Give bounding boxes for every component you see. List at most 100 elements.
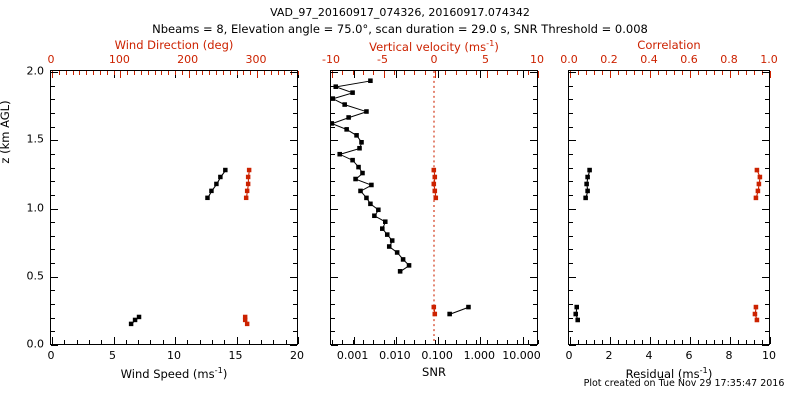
- vertical-velocity-markers-lower: [431, 304, 438, 317]
- y-tick-minor-right: [533, 317, 537, 319]
- x-tick-minor: [76, 340, 78, 344]
- x-tick-minor-top: [65, 71, 67, 75]
- x-tick-minor: [261, 340, 263, 344]
- y-tick-minor: [331, 181, 335, 183]
- x-tick-minor-top: [706, 71, 707, 75]
- x-tick-minor-top: [216, 71, 217, 75]
- x-tick-minor: [642, 340, 643, 344]
- x-tick-minor: [770, 340, 771, 344]
- x-tick-minor-top: [642, 71, 643, 75]
- x-tick-minor-top: [393, 71, 395, 75]
- y-tick-minor-right: [533, 304, 537, 306]
- y-tick-minor: [569, 112, 573, 114]
- x-axis-title: Wind Speed (ms-1): [120, 365, 228, 381]
- x-tick-minor-top: [298, 71, 299, 75]
- x-tick-label: 4: [645, 349, 653, 362]
- y-tick-minor: [331, 276, 335, 278]
- y-tick-minor-right: [533, 235, 537, 237]
- residual-series-svg: [573, 167, 763, 323]
- x-tick-minor: [730, 340, 731, 344]
- x-tick-minor: [738, 340, 739, 344]
- x-tick-label-top: 300: [245, 53, 267, 66]
- y-tick-minor: [51, 222, 55, 224]
- x-tick-label-top: 0.0: [560, 53, 578, 66]
- x-tick-minor: [465, 340, 467, 344]
- y-tick-minor: [51, 208, 55, 210]
- x-tick-minor: [64, 340, 66, 344]
- x-tick-minor-top: [332, 71, 333, 75]
- y-tick-minor-right: [293, 222, 297, 224]
- x-tick-major-top-mirror: [522, 71, 524, 78]
- x-tick-minor: [424, 340, 426, 344]
- x-tick-minor: [658, 340, 659, 344]
- y-tick-minor: [51, 167, 55, 169]
- x-tick-minor: [224, 340, 226, 344]
- x-tick-label-top: 0.4: [640, 53, 658, 66]
- y-tick-minor-right: [533, 126, 537, 128]
- x-tick-minor-top: [722, 71, 723, 75]
- x-tick-minor-top: [99, 71, 101, 75]
- y-tick-minor-right: [533, 99, 537, 101]
- wind-series-svg: [128, 167, 252, 327]
- x-tick-label: 2: [605, 349, 613, 362]
- y-tick-minor: [51, 263, 55, 265]
- y-tick-minor: [331, 304, 335, 306]
- x-tick-minor: [666, 340, 667, 344]
- x-tick-minor: [150, 340, 152, 344]
- y-tick-minor-right: [533, 276, 537, 278]
- x-tick-minor-top: [93, 71, 94, 75]
- y-tick-minor-right: [765, 153, 769, 155]
- y-tick-minor-right: [765, 235, 769, 237]
- x-tick-minor-top: [383, 71, 385, 75]
- y-tick-minor: [331, 235, 335, 237]
- x-tick-minor-top: [257, 71, 258, 75]
- x-tick-minor: [52, 340, 53, 344]
- x-tick-minor: [125, 340, 127, 344]
- y-tick-minor: [569, 345, 573, 346]
- y-tick-minor: [331, 317, 335, 319]
- y-tick-minor-right: [533, 167, 537, 169]
- y-tick-minor-right: [293, 112, 297, 114]
- x-tick-minor-top: [666, 71, 667, 75]
- x-tick-label-top: 0.2: [600, 53, 618, 66]
- x-tick-label-top: 1.0: [760, 53, 778, 66]
- x-tick-minor: [199, 340, 201, 344]
- y-tick-minor-right: [293, 345, 297, 346]
- y-tick-minor: [569, 72, 573, 73]
- x-tick-minor-top: [270, 71, 272, 75]
- y-tick-minor: [569, 276, 573, 278]
- plot-creation-footer: Plot created on Tue Nov 29 17:35:47 2016: [583, 378, 785, 389]
- y-tick-minor-right: [765, 317, 769, 319]
- x-tick-minor-top: [404, 71, 406, 75]
- x-tick-major-top-mirror: [480, 71, 482, 78]
- x-tick-minor: [690, 340, 691, 344]
- x-tick-minor-top: [746, 71, 747, 75]
- x-tick-minor: [762, 340, 763, 344]
- x-tick-minor: [211, 340, 213, 344]
- y-tick-minor-right: [293, 263, 297, 265]
- x-tick-minor: [746, 340, 747, 344]
- snr-line-lower: [449, 306, 469, 315]
- correlation-markers-upper: [753, 167, 763, 201]
- x-tick-minor: [634, 340, 635, 344]
- scan-parameters-subtitle: Nbeams = 8, Elevation angle = 75.0°, sca…: [152, 22, 648, 36]
- y-tick-minor: [569, 85, 573, 87]
- x-tick-minor-top: [738, 71, 739, 75]
- y-tick-minor-right: [293, 126, 297, 128]
- x-tick-label-top: -10: [322, 53, 340, 66]
- y-tick-minor: [51, 235, 55, 237]
- x-tick-minor: [714, 340, 715, 344]
- y-tick-minor: [51, 99, 55, 101]
- x-tick-minor-top: [373, 71, 375, 75]
- y-tick-minor-right: [765, 167, 769, 169]
- y-tick-minor: [331, 222, 335, 224]
- y-tick-minor: [569, 167, 573, 169]
- x-axis-title-top: Correlation: [637, 38, 701, 52]
- x-tick-label-top: 200: [177, 53, 199, 66]
- y-tick-minor: [569, 290, 573, 292]
- y-tick-minor: [569, 235, 573, 237]
- y-tick-minor: [51, 85, 55, 87]
- y-tick-minor-right: [765, 276, 769, 278]
- x-tick-label: 15: [228, 349, 243, 362]
- y-tick-minor: [51, 126, 55, 128]
